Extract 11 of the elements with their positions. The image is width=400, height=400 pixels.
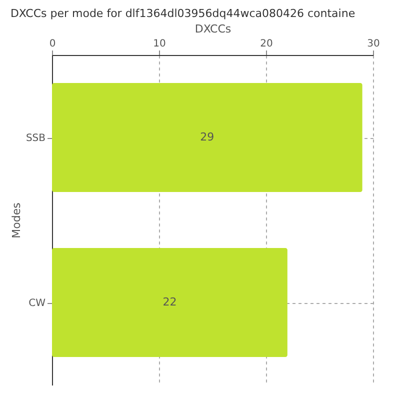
y-axis-title: Modes xyxy=(10,202,23,238)
x-axis-title: DXCCs xyxy=(194,22,232,36)
x-tick-label: 0 xyxy=(49,38,56,50)
x-tick-label: 20 xyxy=(260,38,273,50)
data-label: 22 xyxy=(162,296,177,308)
y-tick-label: SSB xyxy=(26,133,46,144)
chart-title: DXCCs per mode for dlf1364dl03956dq44wca080426 containe xyxy=(10,7,356,20)
y-tick-label: CW xyxy=(28,298,46,309)
x-tick-label: 10 xyxy=(153,38,166,50)
data-label: 29 xyxy=(200,130,214,144)
x-tick-label: 30 xyxy=(367,38,380,50)
